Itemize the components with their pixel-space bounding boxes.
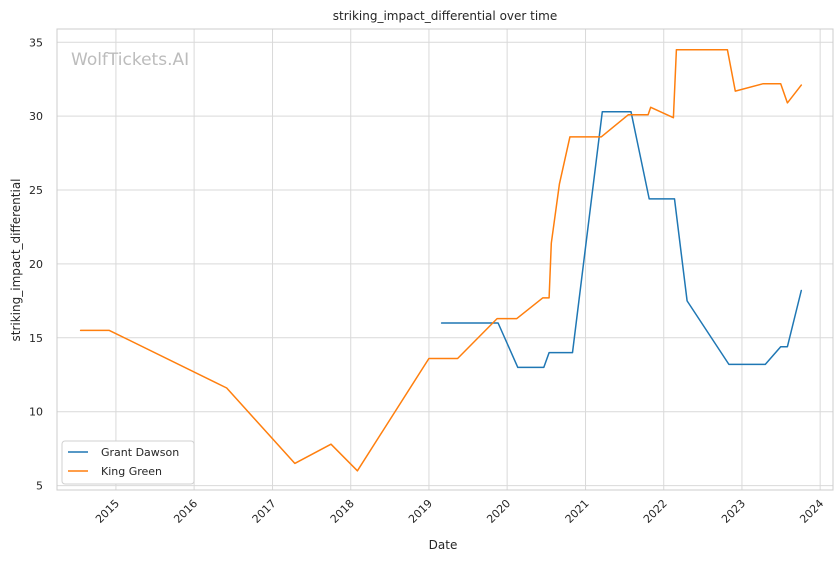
plot-frame: [56, 28, 834, 491]
x-tick-label: 2020: [484, 497, 513, 526]
y-tick-label: 5: [36, 480, 43, 493]
legend: Grant Dawson King Green: [61, 440, 195, 485]
x-tick-label: 2016: [171, 497, 200, 526]
x-tick-label: 2019: [406, 497, 435, 526]
x-tick-label: 2021: [563, 497, 592, 526]
legend-box: [61, 440, 195, 485]
x-tick-label: 2024: [797, 497, 826, 526]
y-tick-label: 20: [29, 258, 43, 271]
y-tick-label: 30: [29, 110, 43, 123]
legend-label-king-green: King Green: [101, 465, 162, 478]
watermark: WolfTickets.AI: [71, 50, 189, 70]
x-tick-label: 2017: [250, 497, 279, 526]
y-tick-label: 15: [29, 332, 43, 345]
y-tick-label: 10: [29, 406, 43, 419]
x-tick-label: 2018: [328, 497, 357, 526]
x-axis-ticks: 2015 2016 2017 2018 2019 2020 2021 2022 2023 2024: [93, 497, 826, 526]
y-axis-label: striking_impact_differential: [9, 178, 23, 341]
y-axis-ticks: 5 10 15 20 25 30 35: [29, 36, 43, 492]
chart-title: striking_impact_differential over time: [333, 9, 558, 23]
legend-label-grant-dawson: Grant Dawson: [101, 446, 179, 459]
x-tick-label: 2023: [719, 497, 748, 526]
series-lines: [79, 48, 803, 472]
series-line-king-green: [79, 48, 803, 472]
y-tick-label: 35: [29, 36, 43, 49]
x-tick-label: 2015: [93, 497, 122, 526]
grid: [57, 29, 833, 490]
x-tick-label: 2022: [641, 497, 670, 526]
series-line-grant-dawson: [440, 110, 803, 369]
x-axis-label: Date: [429, 538, 458, 552]
y-tick-label: 25: [29, 184, 43, 197]
